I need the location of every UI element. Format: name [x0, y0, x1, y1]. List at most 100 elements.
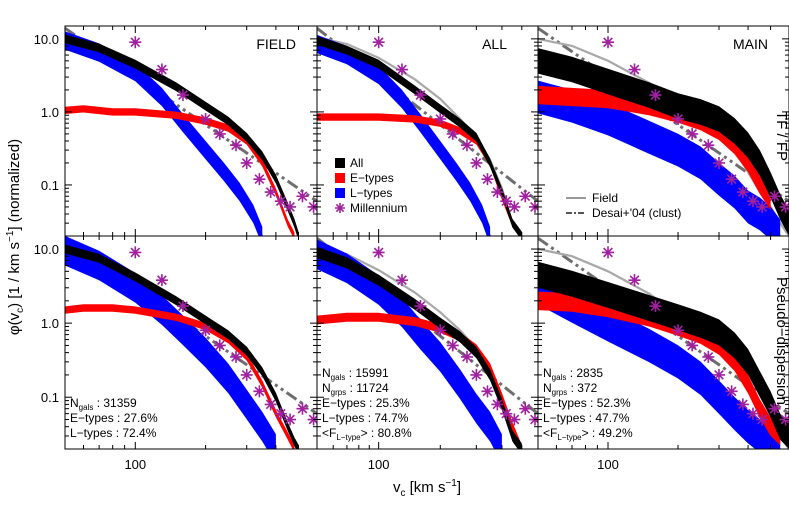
millennium-point: [768, 402, 781, 415]
millennium-point: [649, 300, 662, 313]
etypes-band: [65, 105, 295, 236]
stat-value: : 31359: [93, 396, 137, 410]
millennium-point: [736, 398, 749, 411]
millennium-point: [446, 127, 459, 140]
stat-line: Ngrps : 11724: [322, 381, 389, 397]
millennium-point-glyph: [230, 139, 243, 152]
stat-value: : 2835: [566, 366, 603, 380]
millennium-point-glyph: [230, 350, 243, 363]
ltypes-band: [317, 239, 502, 449]
ltypes-band: [65, 31, 263, 236]
y-tick-label: 0.1: [41, 390, 59, 405]
stat-value: : 11724: [346, 381, 389, 395]
stat-line: Ngals : 2835: [543, 366, 603, 382]
panel-2-0-plot: [538, 26, 789, 236]
panel-0-0-plot: [65, 26, 317, 236]
millennium-point-glyph: [264, 186, 277, 199]
all-band: [65, 34, 299, 236]
millennium-point: [500, 195, 513, 208]
x-axis-title-unit: [km s: [405, 479, 445, 496]
stat-sub: grps: [331, 388, 347, 397]
stat-line: Ngrps : 372: [543, 381, 598, 397]
legend-star: [335, 203, 345, 213]
row-label: Pseudo−dispersion: [773, 277, 789, 405]
millennium-point-glyph: [446, 127, 459, 140]
ltypes-line: [538, 287, 781, 449]
millennium-point: [253, 385, 266, 398]
millennium-point-glyph: [672, 324, 685, 337]
ltypes-line: [317, 43, 491, 236]
stat-line: L−types : 47.7%: [543, 411, 630, 425]
millennium-point: [460, 350, 473, 363]
millennium-point-glyph: [199, 324, 212, 337]
millennium-point: [199, 324, 212, 337]
all-band: [317, 36, 522, 236]
y-tick-label: 0.1: [41, 178, 59, 193]
millennium-point-glyph: [500, 195, 513, 208]
stat-label: N: [70, 396, 79, 410]
stat-label: N: [543, 381, 552, 395]
millennium-point-glyph: [460, 139, 473, 152]
stat-line: <FL−type> : 49.2%: [543, 426, 633, 442]
legend-star-glyph: [335, 203, 345, 213]
millennium-point: [129, 246, 142, 259]
millennium-point-glyph: [470, 156, 483, 169]
millennium-point-glyph: [176, 89, 189, 102]
legend-label: Desai+'04 (clust): [592, 206, 681, 220]
millennium-point-glyph: [199, 112, 212, 125]
millennium-point-glyph: [628, 274, 641, 287]
all-line: [65, 248, 300, 449]
millennium-point: [672, 324, 685, 337]
x-axis-title-sub: c: [400, 488, 405, 499]
millennium-point-glyph: [746, 407, 759, 420]
millennium-point: [395, 274, 408, 287]
millennium-point-glyph: [602, 246, 615, 259]
millennium-point: [508, 413, 521, 426]
millennium-point: [155, 274, 168, 287]
legend-label: E−types: [350, 171, 394, 185]
chart-text-layer: 100 100 100 10.0 1.0 0.1 10.0 1.0 0.1 FIELD ALL MAI…: [5, 32, 789, 499]
millennium-point: [434, 112, 447, 125]
millennium-point-glyph: [372, 246, 385, 259]
millennium-point: [500, 407, 513, 420]
x-tick-label: 100: [597, 457, 619, 472]
millennium-point-glyph: [768, 402, 781, 415]
stat-sub: L−type: [336, 433, 361, 442]
millennium-point-glyph: [672, 112, 685, 125]
millennium-point: [491, 186, 504, 199]
ltypes-band: [538, 80, 781, 236]
millennium-point-glyph: [508, 200, 521, 213]
millennium-point: [746, 195, 759, 208]
millennium-point-glyph: [434, 324, 447, 337]
legend-label: Field: [592, 191, 618, 205]
millennium-point-glyph: [395, 63, 408, 76]
all-line: [317, 39, 523, 236]
millennium-point: [414, 89, 427, 102]
millennium-point-glyph: [756, 413, 769, 426]
panel-title: MAIN: [733, 36, 768, 52]
stat-value: : 15991: [345, 366, 389, 380]
millennium-point-glyph: [508, 413, 521, 426]
millennium-point-glyph: [240, 368, 253, 381]
millennium-point-glyph: [686, 127, 699, 140]
stat-line: L−types : 72.4%: [70, 426, 157, 440]
stat-line: E−types : 27.6%: [70, 411, 158, 425]
chart-data-layer: [65, 26, 789, 449]
ltypes-line: [317, 253, 503, 449]
panel-title: FIELD: [256, 36, 296, 52]
millennium-point: [274, 407, 287, 420]
millennium-point-glyph: [725, 385, 738, 398]
millennium-point: [686, 127, 699, 140]
stat-value: > : 80.8%: [361, 426, 412, 440]
millennium-point: [264, 186, 277, 199]
millennium-point-glyph: [649, 89, 662, 102]
millennium-point: [213, 127, 226, 140]
millennium-point-glyph: [414, 89, 427, 102]
y-tick-label: 10.0: [34, 242, 59, 257]
millennium-point-glyph: [756, 200, 769, 213]
stat-value: > : 49.2%: [582, 426, 633, 440]
millennium-point-glyph: [519, 190, 532, 203]
